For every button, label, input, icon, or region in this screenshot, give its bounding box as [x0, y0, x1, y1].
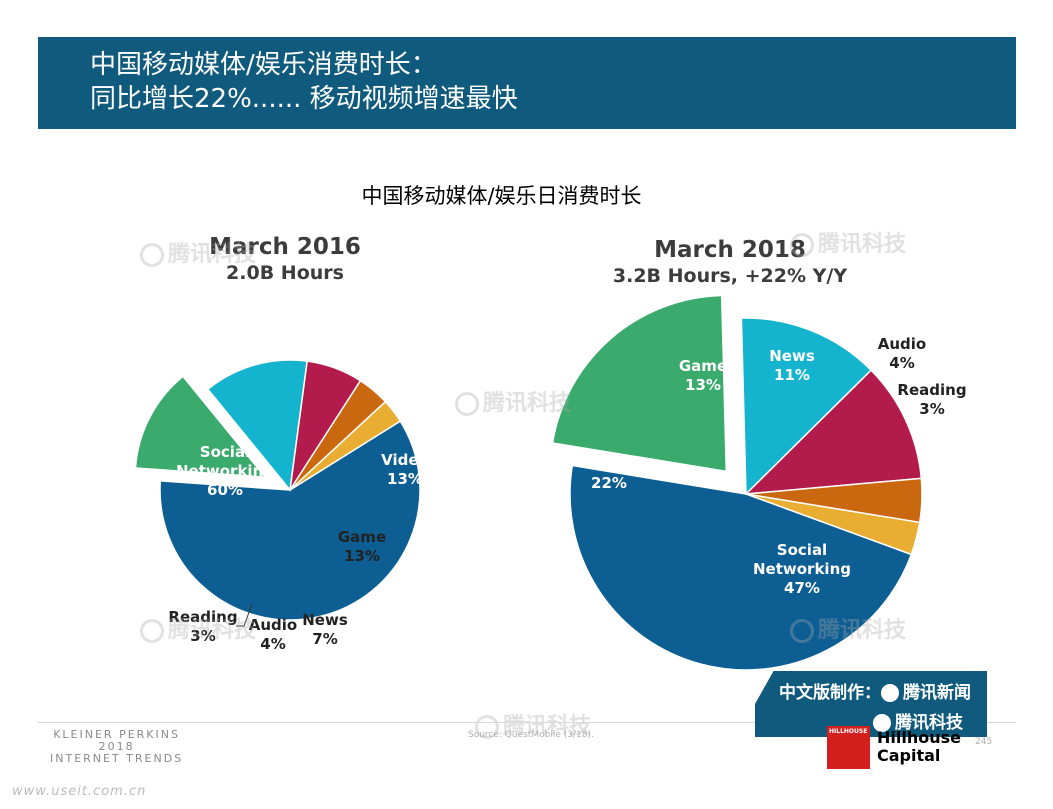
page-number: 245 — [975, 737, 993, 747]
pie-label-audio: Audio 4% — [878, 335, 926, 372]
pie-slice-game — [206, 359, 309, 492]
page-title: 中国移动媒体/娱乐消费时长： 同比增长22%...... 移动视频增速最快 — [90, 48, 518, 116]
pie-2018-subtitle: 3.2B Hours, +22% Y/Y — [612, 265, 848, 287]
pie-slice-social-networking — [569, 464, 913, 671]
pie-2016-title: March 2016 2.0B Hours — [175, 233, 395, 285]
title-line-2: 同比增长22%...... 移动视频增速最快 — [90, 84, 518, 114]
reading-leader-line — [236, 603, 253, 627]
watermark-logo-icon — [475, 715, 499, 739]
watermark: 腾讯科技 — [790, 226, 906, 258]
pie-2016-title-text: March 2016 — [209, 234, 361, 260]
watermark: 腾讯科技 — [140, 236, 256, 268]
watermark: 腾讯科技 — [790, 612, 906, 644]
pie-label-audio: Audio 4% — [249, 616, 297, 653]
pie-slice-video — [551, 294, 728, 473]
title-line-1: 中国移动媒体/娱乐消费时长： — [90, 50, 437, 80]
hillhouse-tag: HILLHOUSE — [829, 728, 868, 735]
pie-label-video: Video 13% — [381, 451, 429, 488]
pie-label-social-networking: Social Networking 60% — [176, 443, 274, 499]
source-note: Source: QuestMobile (3/18). — [468, 730, 594, 740]
pie-label-news: News 7% — [302, 611, 348, 648]
pie-label-news: News 11% — [769, 347, 815, 384]
chart-heading: 中国移动媒体/娱乐日消费时长 — [361, 184, 642, 208]
pie-label-video: Video 22% — [585, 455, 633, 492]
site-url: www.useit.com.cn — [12, 784, 147, 799]
watermark-logo-icon — [790, 233, 814, 257]
credit-line-2: 腾讯科技 — [873, 708, 963, 733]
pie-slice-social-networking — [159, 420, 421, 621]
pie-2018-title-text: March 2018 — [654, 237, 806, 263]
pie-slice-reading — [289, 400, 402, 491]
watermark-logo-icon — [455, 392, 479, 416]
watermark: 腾讯科技 — [475, 708, 591, 740]
pie-label-game: Game 13% — [338, 528, 386, 565]
pie-2018-title: March 2018 3.2B Hours, +22% Y/Y — [590, 236, 870, 288]
pie-slice-news — [743, 369, 923, 495]
watermark: 腾讯科技 — [455, 385, 571, 417]
pie-label-game: Game 13% — [679, 357, 727, 394]
watermark: 腾讯科技 — [140, 612, 256, 644]
pie-label-social-networking: Social Networking 47% — [753, 541, 851, 597]
pie-slice-game — [740, 317, 873, 496]
pie-2016-subtitle: 2.0B Hours — [226, 262, 344, 284]
pie-label-reading: Reading 3% — [168, 608, 237, 645]
tencent-news-logo-icon — [881, 684, 899, 702]
hillhouse-name: Hillhouse Capital — [877, 728, 961, 765]
watermark-logo-icon — [140, 619, 164, 643]
credit-banner — [755, 671, 987, 737]
watermark-logo-icon — [140, 243, 164, 267]
pie-slice-video — [134, 375, 267, 478]
kleiner-perkins-logo: KLEINER PERKINS 2018 INTERNET TRENDS — [50, 728, 184, 765]
footer-divider — [38, 722, 1016, 723]
tencent-tech-logo-icon — [873, 714, 891, 732]
pie-label-reading: Reading 3% — [897, 381, 966, 418]
watermark-logo-icon — [790, 619, 814, 643]
credit-line-1: 中文版制作： 腾讯新闻 — [779, 683, 971, 703]
header-banner: 中国移动媒体/娱乐消费时长： 同比增长22%...... 移动视频增速最快 — [38, 37, 1016, 129]
hillhouse-logo-icon — [827, 726, 870, 769]
